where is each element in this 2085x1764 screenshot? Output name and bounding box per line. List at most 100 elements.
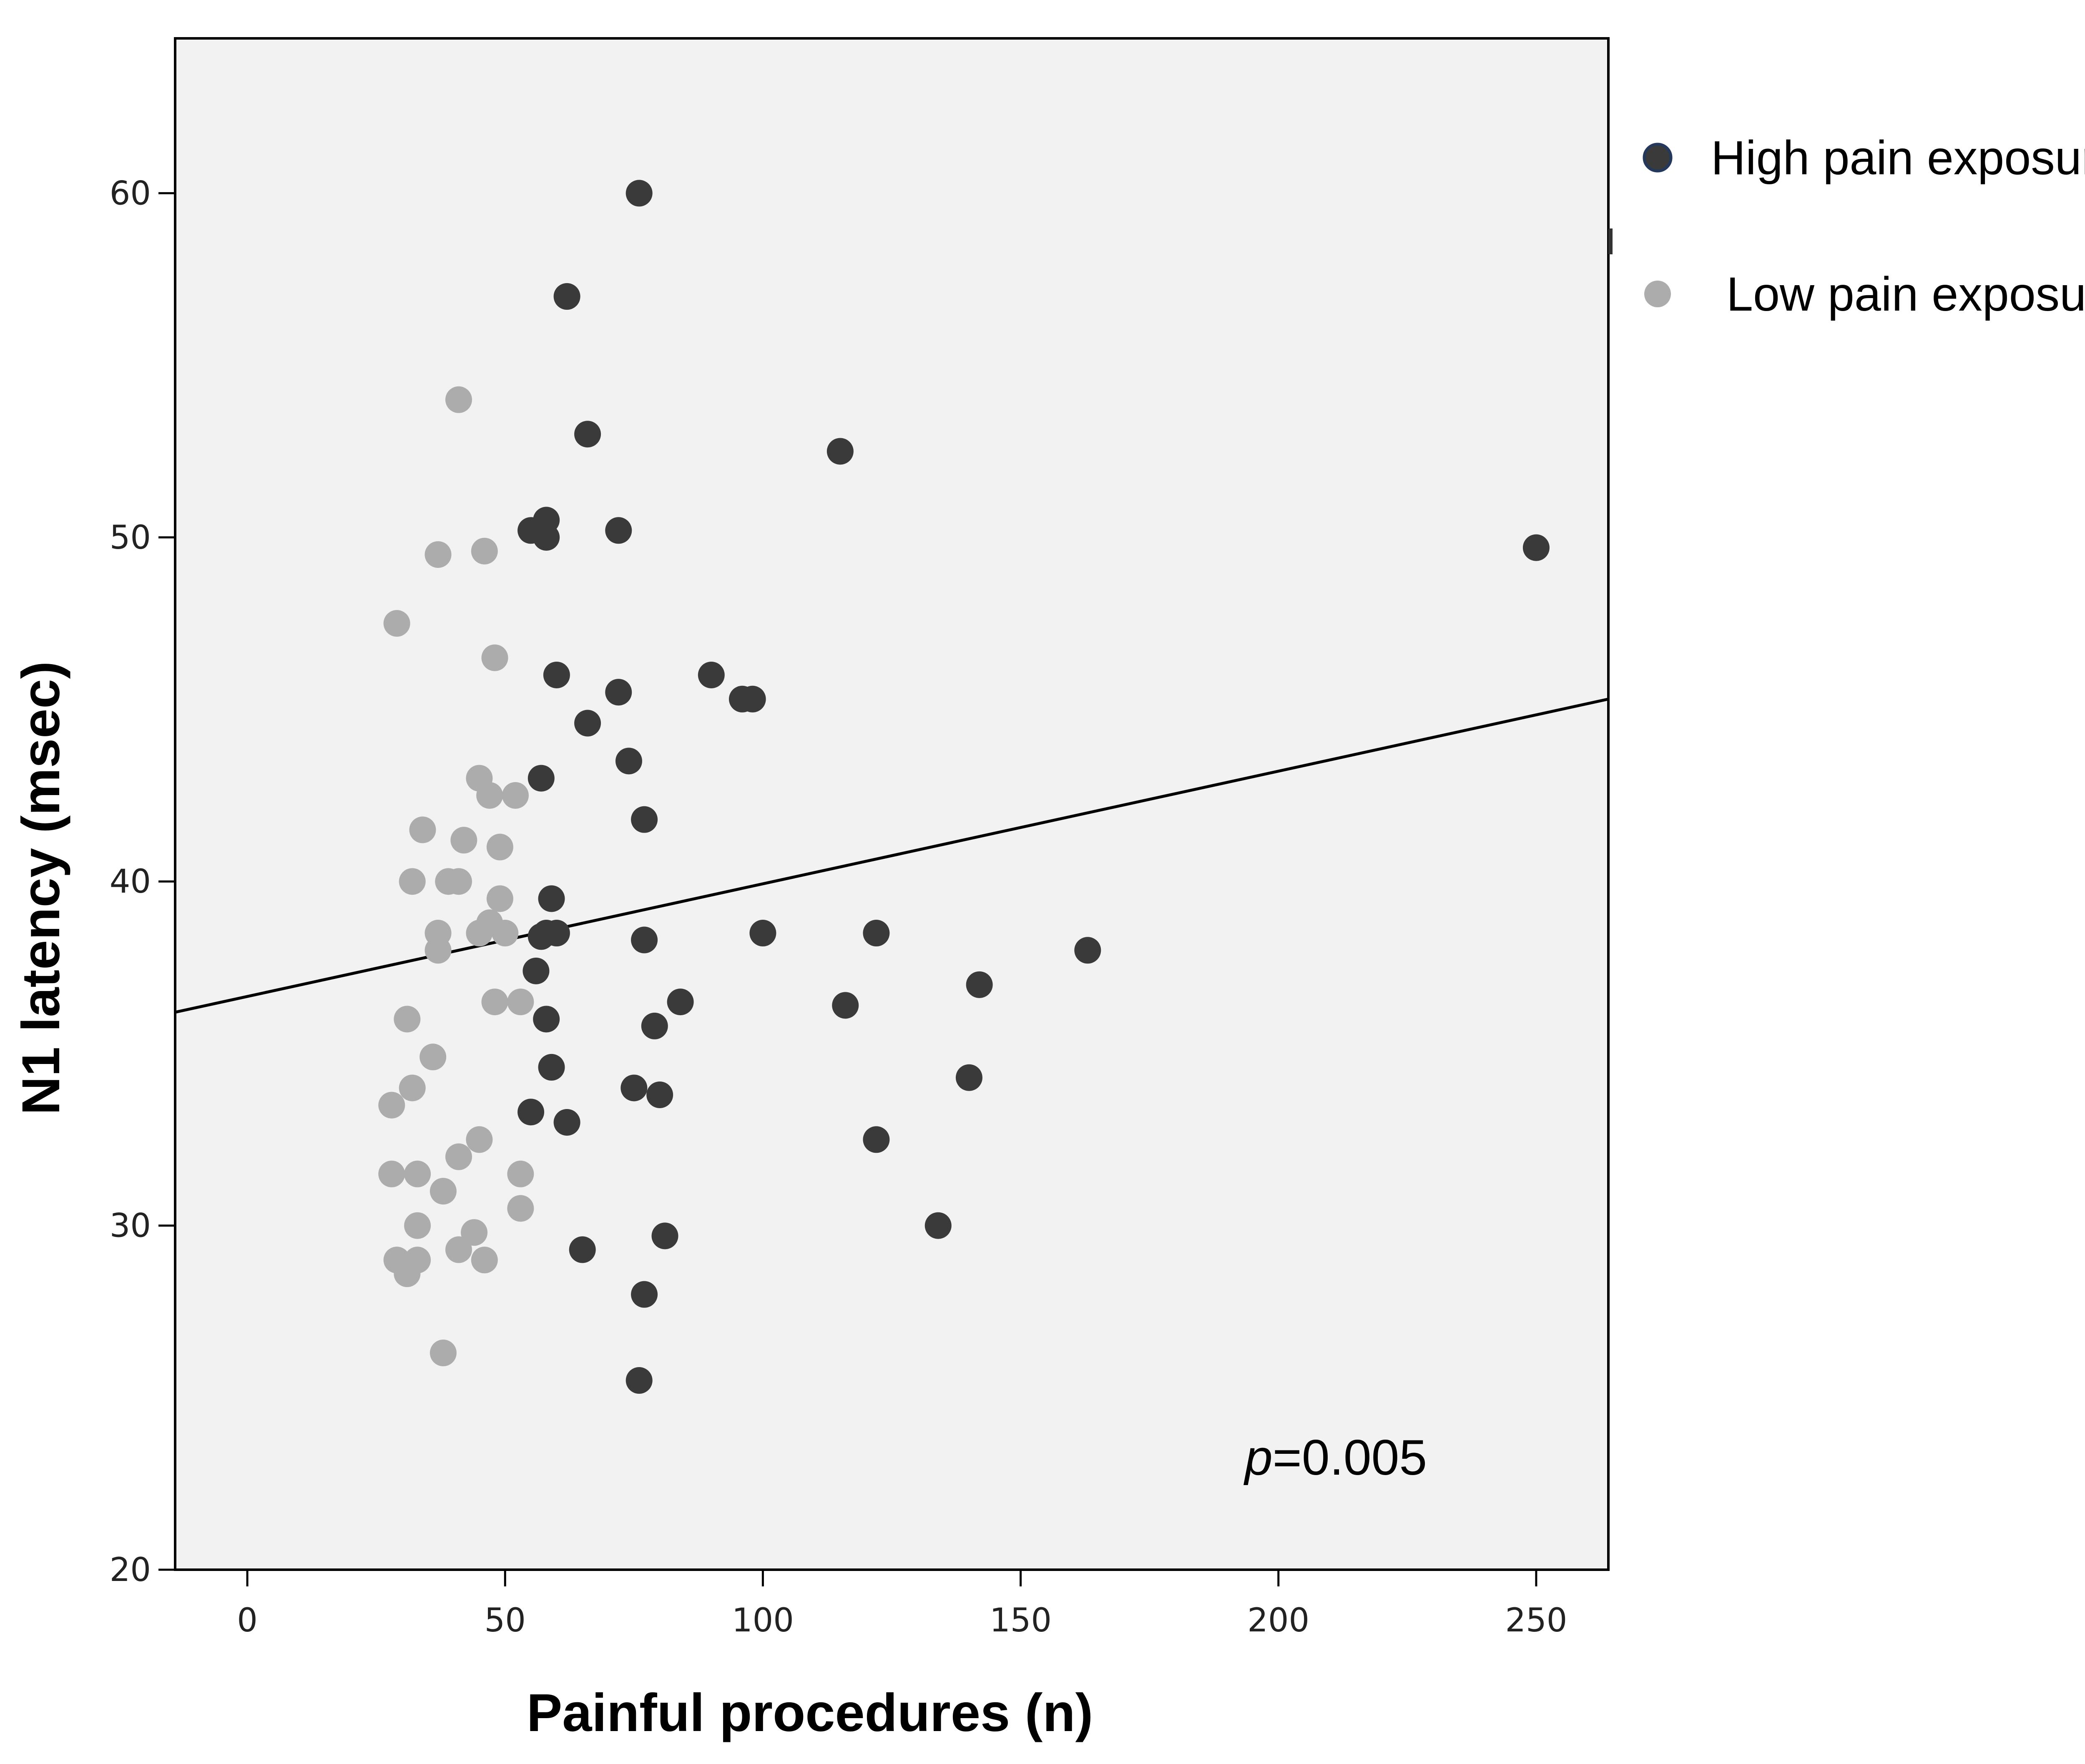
high-pain-point: [1522, 534, 1550, 561]
low-pain-point: [399, 1074, 426, 1102]
low-pain-point: [404, 1212, 431, 1239]
low-pain-point: [476, 782, 503, 809]
high-pain-point: [698, 661, 725, 688]
y-tick-label: 50: [110, 519, 151, 557]
low-pain-point: [425, 541, 452, 568]
low-pain-point: [486, 833, 513, 861]
legend-label-low: Low pain exposure: [1726, 268, 2085, 321]
high-pain-point: [620, 1074, 648, 1102]
low-pain-point: [425, 937, 452, 964]
low-pain-point: [383, 610, 410, 637]
p-value-annotation: p=0.005: [1243, 1430, 1427, 1485]
low-pain-point: [445, 386, 472, 413]
high-pain-point: [605, 517, 632, 544]
high-pain-point: [739, 685, 766, 713]
low-pain-point: [466, 1126, 493, 1153]
high-pain-point: [641, 1012, 668, 1039]
high-pain-point: [553, 1109, 580, 1136]
high-pain-point: [1074, 937, 1101, 964]
high-pain-point: [543, 920, 570, 947]
high-pain-point: [543, 661, 570, 688]
x-tick-label: 100: [732, 1602, 794, 1639]
high-pain-point: [533, 1006, 560, 1033]
y-tick-label: 40: [110, 863, 151, 901]
high-pain-point: [924, 1212, 952, 1239]
low-pain-point: [461, 1219, 488, 1246]
high-pain-point: [605, 679, 632, 706]
low-pain-point: [430, 1178, 457, 1205]
high-pain-point: [533, 524, 560, 551]
low-pain-point: [481, 989, 508, 1016]
high-pain-point: [651, 1222, 678, 1250]
high-pain-point: [667, 989, 694, 1016]
legend-marker-low: [1644, 281, 1671, 307]
high-pain-point: [574, 710, 601, 737]
low-pain-point: [486, 885, 513, 912]
plot-background: [175, 38, 1608, 1570]
high-pain-point: [569, 1236, 596, 1263]
low-pain-point: [378, 1092, 405, 1119]
high-pain-point: [553, 283, 580, 310]
low-pain-point: [420, 1044, 447, 1071]
y-tick-label: 30: [110, 1207, 151, 1245]
low-pain-point: [378, 1160, 405, 1187]
low-pain-point: [394, 1006, 421, 1033]
legend: High pain exposure Low pain exposure: [1643, 131, 2085, 321]
x-axis-title: Painful procedures (n): [527, 1683, 1093, 1743]
p-value: =0.005: [1273, 1430, 1427, 1485]
x-tick-label: 250: [1505, 1602, 1567, 1639]
high-pain-point: [631, 806, 658, 833]
high-pain-point: [538, 885, 565, 912]
high-pain-point: [631, 926, 658, 954]
low-pain-point: [409, 816, 436, 843]
high-pain-point: [863, 1126, 890, 1153]
y-tick-label: 60: [110, 175, 151, 212]
high-pain-point: [538, 1054, 565, 1081]
low-pain-point: [481, 644, 508, 671]
high-pain-point: [631, 1281, 658, 1308]
high-pain-point: [615, 748, 642, 775]
high-pain-point: [646, 1081, 673, 1108]
high-pain-point: [517, 1099, 545, 1126]
low-pain-point: [492, 920, 519, 947]
fit-line-layer: [175, 698, 1609, 1014]
high-pain-point: [528, 765, 555, 792]
low-pain-point: [502, 782, 529, 809]
high-pain-point: [523, 957, 550, 984]
low-pain-point: [450, 827, 477, 854]
axis-ticks: 0 50 100 150 200 250 20 30 40 50 60: [110, 175, 1568, 1639]
x-tick-label: 200: [1247, 1602, 1309, 1639]
high-pain-point: [863, 920, 890, 947]
y-tick-label: 20: [110, 1551, 151, 1589]
high-pain-point: [626, 180, 653, 207]
low-pain-point: [507, 1195, 534, 1222]
p-symbol: p: [1243, 1430, 1273, 1485]
regression-line: [175, 698, 1609, 1014]
high-pain-point: [749, 920, 776, 947]
low-pain-point: [471, 537, 498, 565]
high-pain-point: [626, 1367, 653, 1394]
low-pain-point: [471, 1247, 498, 1274]
legend-marker-high: [1643, 143, 1673, 173]
x-tick-label: 50: [485, 1602, 526, 1639]
x-tick-label: 0: [237, 1602, 258, 1639]
y-axis-title: N1 latency (msec): [11, 661, 71, 1115]
low-pain-point: [507, 989, 534, 1016]
data-points-layer: [378, 180, 1550, 1394]
low-pain-point: [430, 1340, 457, 1367]
legend-label-high: High pain exposure: [1711, 131, 2085, 185]
high-pain-point: [832, 992, 859, 1019]
high-pain-point: [966, 971, 993, 998]
plot-frame: [174, 37, 1610, 1571]
high-pain-point: [955, 1064, 982, 1091]
low-pain-point: [507, 1160, 534, 1187]
x-tick-label: 150: [990, 1602, 1052, 1639]
low-pain-point: [445, 1143, 472, 1170]
low-pain-point: [445, 868, 472, 895]
low-pain-point: [399, 868, 426, 895]
low-pain-point: [394, 1260, 421, 1287]
low-pain-point: [404, 1160, 431, 1187]
low-pain-point: [445, 1236, 472, 1263]
high-pain-point: [826, 438, 854, 465]
